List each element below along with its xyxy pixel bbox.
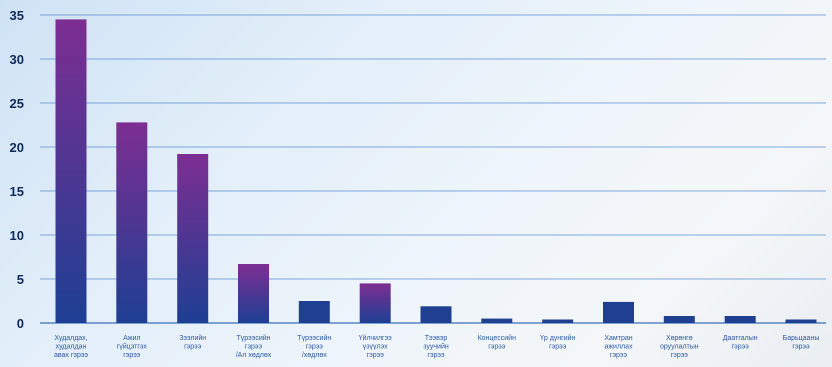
y-tick-label: 30 xyxy=(10,52,24,67)
x-category-label: Түрээсийн гэрээ/Ал хөдлөх xyxy=(236,334,272,359)
y-tick-label: 15 xyxy=(10,184,24,199)
bar xyxy=(785,319,817,323)
x-category-label: Концессийн гэрээ xyxy=(478,334,516,351)
x-category-label: Худалдах, худалдан авах гэрээ xyxy=(54,335,88,359)
bar xyxy=(177,154,209,323)
bar xyxy=(663,316,695,323)
grid-lines xyxy=(40,14,826,324)
x-category-label: Түрээсийн гэрээ/хөдлөх xyxy=(297,334,331,359)
x-category-label: Зээлийн гэрээ xyxy=(179,334,206,351)
y-tick-label: 20 xyxy=(10,140,24,155)
bar xyxy=(542,319,574,323)
x-category-label: Даатгалын гэрээ xyxy=(723,335,758,351)
bar xyxy=(298,301,330,323)
x-axis-labels: Худалдах, худалдан авах гэрээ Ажил гүйцэтгэх… xyxy=(54,334,819,359)
x-category-label: Хамтран ажиллах гэрээ xyxy=(604,335,633,359)
x-category-label: Үр дүнгийн гэрээ xyxy=(540,334,576,351)
y-tick-label: 35 xyxy=(10,8,24,23)
y-tick-label: 10 xyxy=(10,228,24,243)
bar xyxy=(420,306,452,323)
x-category-label: Үйлчилгээ үзүүлэх гэрээ xyxy=(359,334,393,359)
x-category-label: Ажил гүйцэтгэх гэрээ xyxy=(117,335,148,359)
bar xyxy=(55,19,87,324)
bar xyxy=(238,264,269,323)
bar xyxy=(724,316,756,323)
bar xyxy=(359,283,391,323)
x-category-label: Тээвэр зуучийн гэрээ xyxy=(423,335,449,359)
x-category-label: Барьцааны гэрээ xyxy=(783,335,820,351)
x-category-label: Хөрөнгө оруулалтын гэрээ xyxy=(660,335,699,359)
bar xyxy=(481,318,513,323)
y-axis-ticks: 0 5 10 15 20 25 30 35 xyxy=(10,8,24,331)
bar xyxy=(603,301,634,323)
y-tick-label: 0 xyxy=(17,316,24,331)
y-tick-label: 5 xyxy=(17,272,24,287)
bars xyxy=(55,19,817,324)
bar xyxy=(116,122,148,324)
y-tick-label: 25 xyxy=(10,96,24,111)
